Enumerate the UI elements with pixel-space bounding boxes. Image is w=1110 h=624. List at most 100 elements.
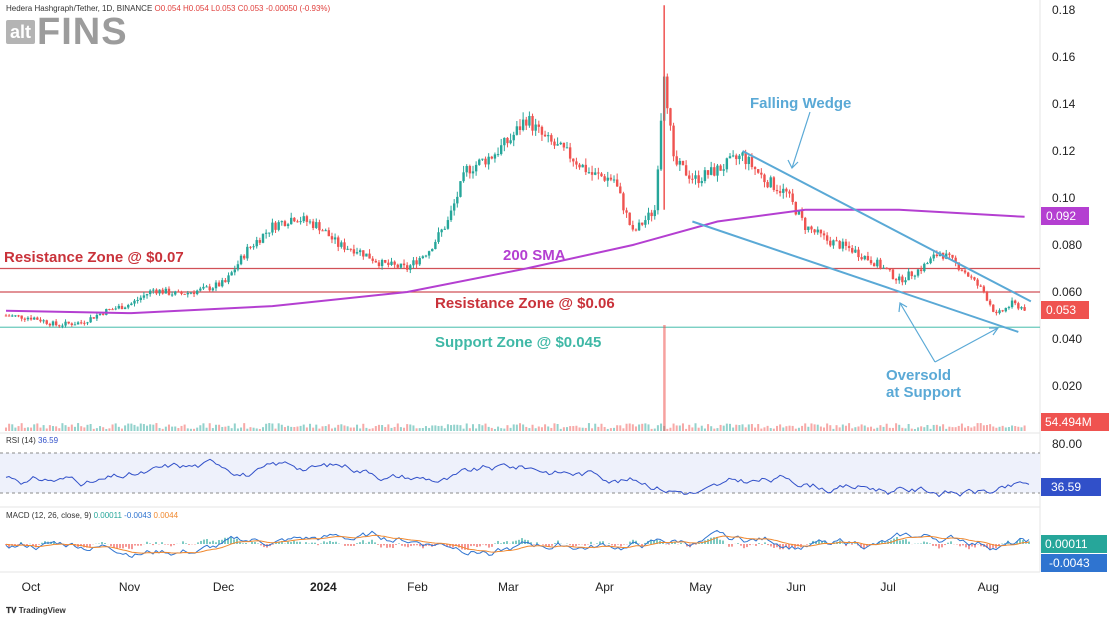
- volume-bar: [89, 424, 92, 431]
- macd-hist-bar: [188, 544, 190, 545]
- candle-body: [782, 188, 785, 193]
- candle-body: [330, 236, 334, 240]
- volume-bar: [167, 424, 170, 431]
- volume-bar: [534, 428, 537, 431]
- volume-bar: [823, 427, 826, 431]
- volume-bar: [487, 426, 490, 431]
- price-tick: 0.020: [1052, 379, 1082, 393]
- volume-bar: [465, 423, 468, 431]
- volume-bar: [42, 425, 45, 431]
- macd-hist-bar: [782, 544, 784, 550]
- volume-bar: [766, 425, 769, 431]
- macd-hist-bar: [485, 544, 487, 546]
- macd-hist-bar: [389, 544, 391, 548]
- candle-body: [280, 221, 284, 223]
- volume-bar: [584, 427, 587, 431]
- candle-body: [678, 160, 682, 165]
- volume-bar: [600, 423, 603, 431]
- candle-body: [659, 120, 663, 170]
- macd-hist-bar: [719, 539, 721, 544]
- macd-hist-bar: [377, 544, 379, 545]
- rsi-badge-bg: [1041, 478, 1101, 496]
- oversold-arrow-2: [934, 327, 999, 363]
- candle-body: [293, 217, 296, 222]
- macd-hist-bar: [701, 542, 703, 544]
- candle-body: [258, 240, 262, 243]
- candle-body: [434, 241, 437, 250]
- candle-body: [158, 289, 161, 294]
- macd-hist-bar: [242, 543, 244, 544]
- macd-hist-bar: [473, 544, 475, 546]
- volume-bar: [352, 427, 355, 431]
- macd-hist-bar: [362, 540, 364, 544]
- volume-bar: [117, 426, 120, 431]
- candle-body: [380, 259, 384, 267]
- volume-bar: [468, 428, 471, 431]
- macd-hist-bar: [197, 542, 199, 544]
- volume-bar: [374, 426, 377, 431]
- candle-body: [199, 288, 202, 291]
- volume-bar: [688, 424, 691, 431]
- candle-body: [669, 108, 672, 126]
- candle-body: [851, 248, 854, 253]
- macd-hist-bar: [41, 542, 43, 544]
- macd-hist-bar: [359, 542, 361, 544]
- volume-bar: [616, 425, 619, 431]
- volume-bar: [666, 428, 669, 431]
- tradingview-footer[interactable]: 𝐓𝐕 TradingView: [6, 606, 66, 616]
- price-tick: 0.14: [1052, 97, 1076, 111]
- volume-bar: [926, 424, 929, 431]
- macd-hist-bar: [449, 544, 451, 547]
- macd-hist-bar: [1016, 541, 1018, 544]
- macd-hist-bar: [716, 536, 718, 544]
- candle-body: [785, 188, 788, 192]
- candle-body: [92, 317, 95, 319]
- volume-bar: [785, 426, 788, 431]
- volume-bar: [776, 425, 778, 431]
- volume-bar: [343, 425, 346, 431]
- macd-hist-bar: [548, 544, 550, 547]
- price-tick: 0.18: [1052, 3, 1076, 17]
- candle-body: [791, 193, 794, 202]
- volume-bar: [233, 423, 236, 431]
- time-tick: Dec: [213, 580, 234, 594]
- volume-bar: [481, 425, 484, 431]
- macd-hist-bar: [128, 544, 130, 549]
- macd-hist-bar: [407, 544, 409, 548]
- candle-body: [127, 305, 130, 308]
- candle-body: [377, 262, 381, 267]
- macd-hist-bar: [1022, 540, 1024, 544]
- price-axis[interactable]: 0.18 0.16 0.14 0.12 0.10 0.080 0.060 0.040 0.020: [1052, 3, 1082, 393]
- candle-body: [29, 317, 33, 320]
- macd-hist-bar: [113, 544, 115, 548]
- macd-line: [5, 529, 1030, 559]
- macd-hist-bar: [59, 542, 61, 544]
- volume-bar: [656, 425, 659, 431]
- macd-hist-bar: [161, 542, 163, 544]
- macd-hist-bar: [821, 541, 823, 544]
- macd-hist-bar: [965, 544, 967, 548]
- volume-bar: [728, 423, 731, 431]
- volume-bar: [697, 427, 700, 431]
- volume-bar: [829, 425, 832, 431]
- macd-hist-bar: [1028, 541, 1030, 544]
- candle-body: [653, 210, 656, 217]
- candle-body: [80, 322, 83, 324]
- volume-bar: [631, 424, 634, 431]
- time-tick: May: [689, 580, 712, 594]
- candle-body: [807, 226, 810, 231]
- volume-bar: [183, 424, 186, 431]
- candle-body: [644, 220, 647, 225]
- candle-body: [572, 158, 575, 162]
- macd-hist-bar: [569, 544, 571, 545]
- macd-hist-bar: [53, 541, 55, 544]
- time-axis[interactable]: Oct Nov Dec 2024 Feb Mar Apr May Jun Jul Aug: [22, 580, 999, 594]
- price-tick: 0.12: [1052, 144, 1076, 158]
- candle-body: [1001, 310, 1004, 312]
- volume-bar: [92, 428, 95, 431]
- candle-body: [261, 233, 265, 243]
- volume-bar: [255, 428, 258, 431]
- volume-bar: [80, 426, 83, 431]
- macd-hist-bar: [119, 544, 121, 549]
- volume-bar: [403, 427, 406, 431]
